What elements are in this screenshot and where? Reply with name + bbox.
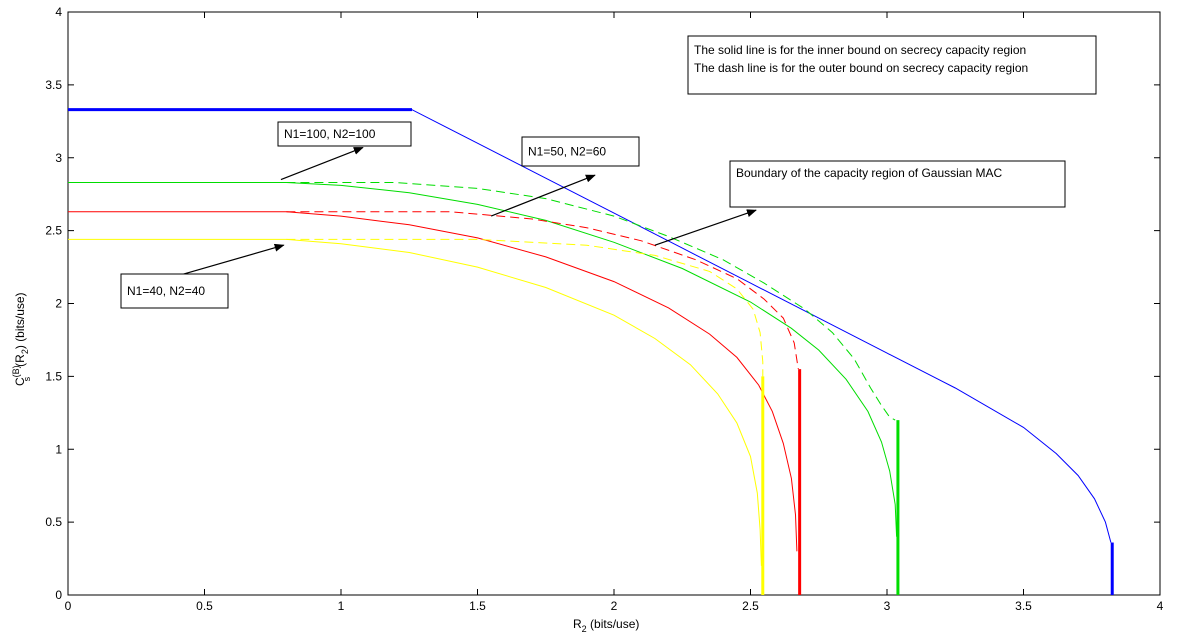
x-tick-label: 2.5 <box>742 599 759 613</box>
series-group <box>68 108 1114 595</box>
x-tick-label: 3.5 <box>1015 599 1032 613</box>
ann-40-40-box <box>120 273 229 309</box>
x-tick-label: 1.5 <box>469 599 486 613</box>
x-tick-label: 3 <box>884 599 891 613</box>
ann-40-40-arrow <box>182 243 285 275</box>
series-line-outer-100-100 <box>286 182 896 421</box>
y-tick-label: 4 <box>55 5 62 19</box>
x-tick-label: 4 <box>1157 599 1164 613</box>
series-line-gaussian-mac <box>68 109 1112 543</box>
y-axis-label-sup: (B) <box>11 365 21 377</box>
ann-50-60-label: N1=50, N2=60 <box>528 145 606 159</box>
ann-50-60-box <box>521 136 640 167</box>
ann-40-40-label: N1=40, N2=40 <box>127 284 205 298</box>
y-tick-label: 1.5 <box>45 369 62 383</box>
series-line-outer-40-40 <box>286 238 764 377</box>
svg-text:R2 (bits/use): R2 (bits/use) <box>573 617 639 634</box>
series-line-inner-40-40 <box>68 238 762 566</box>
y-tick-label: 1 <box>55 442 62 456</box>
x-axis-label: R2 (bits/use) <box>573 617 639 634</box>
y-tick-label: 0.5 <box>45 515 62 529</box>
y-axis-label-c: C <box>13 377 27 386</box>
x-axis-label-unit: (bits/use) <box>587 617 640 631</box>
x-tick-label: 0.5 <box>196 599 213 613</box>
legend-line-1: The solid line is for the inner bound on… <box>694 43 1026 57</box>
y-tick-label: 0 <box>55 588 62 602</box>
y-axis-label-sub2: 2 <box>20 349 30 354</box>
plot-frame <box>67 11 1161 596</box>
ann-gauss-arrow <box>654 209 757 246</box>
svg-text:C(B)s(R2) (bits/use): C(B)s (R2) (bits/use) <box>11 292 32 386</box>
ann-gauss-label: Boundary of the capacity region of Gauss… <box>736 166 1002 180</box>
ann-100-100-arrow <box>280 146 364 181</box>
annotations-group: N1=100, N2=100 N1=50, N2=60 Boundary of th… <box>120 121 1066 309</box>
legend-box-frame <box>687 35 1097 95</box>
x-tick-label: 1 <box>338 599 345 613</box>
series-line-inner-100-100 <box>68 182 898 537</box>
legend-box: The solid line is for the inner bound on… <box>687 35 1097 95</box>
series-line-inner-50-60 <box>68 211 798 552</box>
series-line-outer-50-60 <box>286 211 799 370</box>
y-axis-label: C(B)s (R2) (bits/use) <box>11 292 32 386</box>
x-axis-label-r: R <box>573 617 582 631</box>
x-axis-label-sub: 2 <box>582 624 587 634</box>
y-axis-label-tail: ) (bits/use) <box>13 292 27 349</box>
x-tick-label: 0 <box>65 599 72 613</box>
y-tick-label: 3.5 <box>45 78 62 92</box>
ann-gauss-box <box>729 160 1066 208</box>
ann-100-100-box <box>277 121 412 147</box>
ann-50-60-arrow <box>490 174 596 217</box>
x-tick-label: 2 <box>611 599 618 613</box>
y-axis-label-sub: s <box>22 376 32 381</box>
y-axis-label-mid: (R <box>13 354 27 367</box>
y-tick-label: 2 <box>55 297 62 311</box>
ann-100-100-label: N1=100, N2=100 <box>284 127 376 141</box>
y-tick-label: 3 <box>55 151 62 165</box>
legend-line-2: The dash line is for the outer bound on … <box>694 61 1028 75</box>
axes-group: 0 0.5 1 1.5 2 2.5 3 3.5 4 0 0.5 1 1.5 2 2.5 3 3.5 4 <box>45 5 1163 613</box>
y-tick-label: 2.5 <box>45 224 62 238</box>
